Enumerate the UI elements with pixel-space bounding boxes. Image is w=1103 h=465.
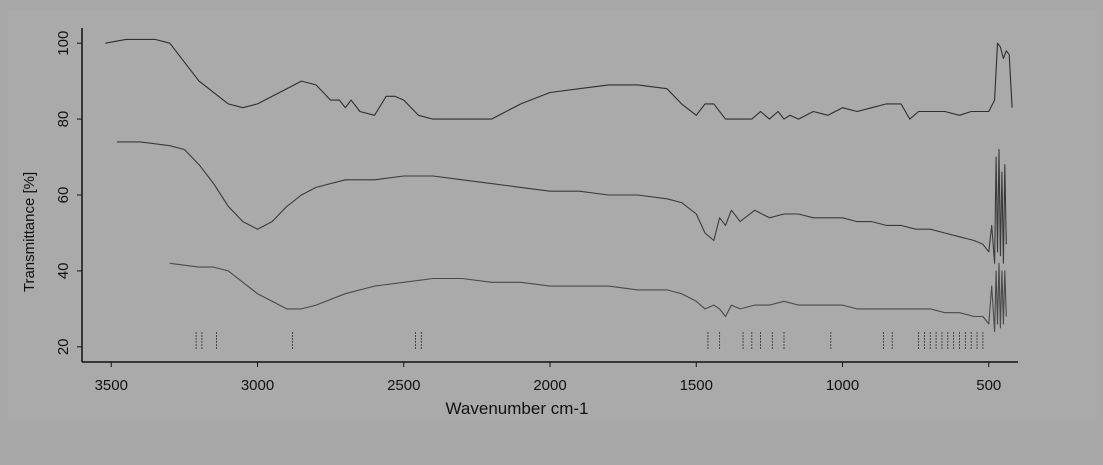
y-tick-label: 20: [55, 338, 72, 355]
x-tick-label: 2500: [387, 377, 420, 394]
x-axis-label: Wavenumber cm-1: [446, 399, 589, 418]
y-tick-label: 80: [55, 111, 72, 128]
y-tick-label: 100: [55, 31, 72, 56]
series-layer: [105, 38, 1013, 333]
x-tick-label: 1000: [826, 377, 859, 394]
x-tick-label: 3000: [241, 377, 274, 394]
x-axis-ticks: 3500 3000 2500 2000 1500 1000 500: [95, 362, 1001, 394]
x-tick-label: 500: [976, 377, 1001, 394]
y-tick-label: 60: [55, 187, 72, 204]
spectrum-line-2: [117, 141, 1007, 264]
y-tick-label: 40: [55, 263, 72, 280]
x-tick-label: 2000: [533, 377, 566, 394]
spectrum-line-1: [105, 38, 1013, 120]
y-axis-label: Transmittance [%]: [21, 172, 38, 292]
plot-paper: [8, 10, 1098, 420]
spectrum-line-3: [169, 262, 1007, 333]
x-tick-label: 1500: [680, 377, 713, 394]
y-axis-ticks: 20 40 60 80 100: [55, 31, 82, 355]
x-tick-label: 3500: [95, 377, 128, 394]
peak-markers: [195, 332, 984, 350]
